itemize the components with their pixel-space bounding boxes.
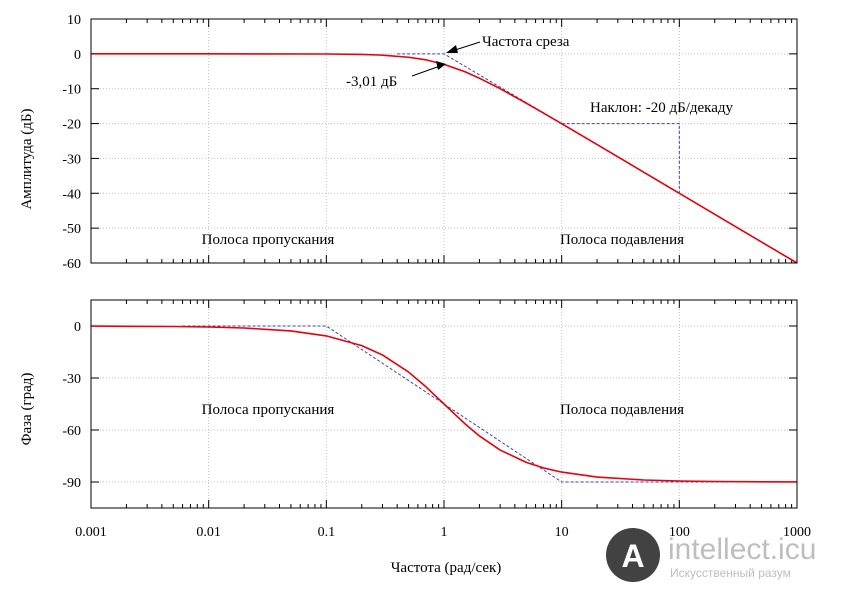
x-tick-label: 1	[441, 525, 448, 540]
y-tick-label: -30	[62, 152, 81, 167]
amplitude-passband-label: Полоса пропускания	[202, 232, 335, 248]
amplitude-grid	[91, 19, 797, 263]
x-tick-label: 100	[669, 525, 690, 540]
response-curve-0-0	[91, 53, 798, 264]
phase-ticks: 0.001 0.01 0.1 1 10 100 1000 0 -30 -60 -90	[62, 300, 811, 540]
y-tick-label: 0	[74, 48, 81, 63]
asymptote-line-1-1	[182, 325, 797, 483]
x-tick-label: 10	[555, 525, 569, 540]
y-tick-label: -30	[62, 372, 81, 387]
x-tick-label: 0.001	[75, 525, 107, 540]
y-tick-label: -90	[62, 476, 81, 491]
watermark-logo-letter: A	[621, 538, 644, 574]
y-tick-label: -20	[62, 118, 81, 133]
amplitude-series	[91, 53, 798, 264]
response-curve-1-0	[90, 325, 798, 483]
watermark-logo-icon	[606, 528, 660, 582]
amplitude-ylabel: Амплитуда (дБ)	[19, 108, 35, 209]
x-tick-label: 0.1	[318, 525, 336, 540]
slope-annotation: Наклон: -20 дБ/декаду	[590, 100, 734, 116]
watermark-tagline: Искусственный разум	[670, 566, 791, 580]
phase-plot-frame	[90, 299, 798, 509]
phase-passband-label: Полоса пропускания	[202, 402, 335, 418]
y-tick-label: -60	[62, 257, 81, 272]
cutoff-arrow	[446, 41, 481, 53]
x-tick-label: 1000	[783, 525, 811, 540]
y-tick-label: -50	[62, 222, 81, 237]
y-tick-label: -10	[62, 83, 81, 98]
amplitude-ticks: 10 0 -10 -20 -30 -40 -50 -60	[62, 13, 798, 272]
y-tick-label: -40	[62, 187, 81, 202]
y-tick-label: 0	[74, 320, 81, 335]
minus-3db-arrow	[411, 61, 446, 77]
y-tick-label: 10	[67, 13, 81, 28]
phase-stopband-label: Полоса подавления	[560, 402, 684, 418]
cutoff-frequency-annotation: Частота среза	[482, 34, 570, 50]
y-tick-label: -60	[62, 424, 81, 439]
watermark: A intellect.icu Искусственный разум	[606, 528, 816, 582]
watermark-brand: intellect.icu	[668, 533, 816, 566]
phase-series	[90, 325, 798, 483]
amplitude-stopband-label: Полоса подавления	[560, 232, 684, 248]
phase-ylabel: Фаза (град)	[19, 373, 35, 446]
minus-3db-annotation: -3,01 дБ	[346, 74, 397, 90]
amplitude-plot-frame	[90, 18, 798, 264]
frequency-xlabel: Частота (рад/сек)	[391, 560, 502, 576]
asymptote-line-0-2	[561, 123, 680, 194]
x-tick-label: 0.01	[196, 525, 221, 540]
